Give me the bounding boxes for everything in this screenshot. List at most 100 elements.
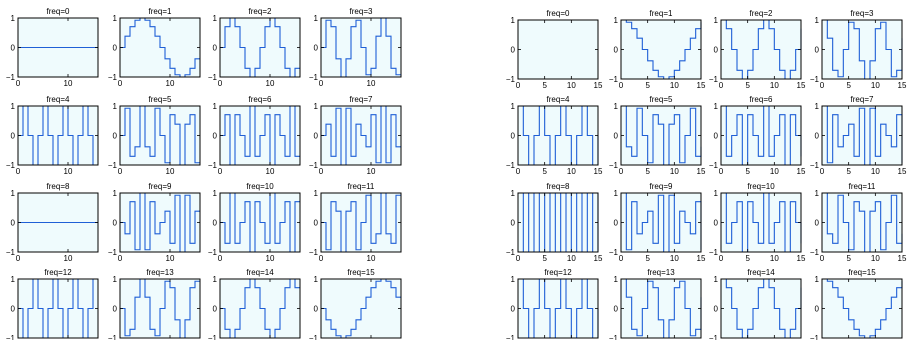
- y-tick-label: 0: [11, 305, 16, 314]
- y-tick-label: −1: [506, 248, 516, 257]
- x-tick-label: 0: [516, 254, 521, 263]
- x-tick-label: 10: [266, 167, 275, 176]
- y-tick-label: −1: [6, 334, 16, 340]
- x-tick-label: 5: [745, 81, 750, 90]
- y-tick-label: 0: [113, 219, 118, 228]
- y-tick-label: 0: [213, 219, 218, 228]
- y-tick-label: 0: [815, 305, 820, 314]
- y-tick-label: 0: [113, 305, 118, 314]
- x-tick-label: 10: [670, 254, 679, 263]
- x-tick-label: 0: [118, 79, 123, 88]
- y-tick-label: −1: [810, 248, 820, 257]
- x-tick-label: 10: [770, 254, 779, 263]
- y-tick-label: 1: [614, 275, 619, 284]
- panel-title: freq=8: [547, 182, 570, 191]
- x-tick-label: 10: [367, 254, 376, 263]
- y-tick-label: 0: [614, 46, 619, 55]
- x-tick-label: 0: [319, 167, 324, 176]
- series-line: [220, 192, 300, 253]
- y-tick-label: 1: [614, 189, 619, 198]
- y-tick-label: 0: [714, 305, 719, 314]
- panel-title: freq=8: [47, 182, 70, 191]
- x-tick-label: 10: [770, 81, 779, 90]
- panel-title: freq=12: [44, 268, 72, 277]
- y-tick-label: 1: [714, 16, 719, 25]
- x-tick-label: 0: [719, 167, 724, 176]
- y-tick-label: −1: [609, 161, 619, 170]
- panel-title: freq=5: [650, 95, 673, 104]
- y-tick-label: 0: [614, 219, 619, 228]
- panel-title: freq=4: [547, 95, 570, 104]
- panel-title: freq=15: [848, 268, 876, 277]
- x-tick-label: 0: [719, 254, 724, 263]
- panel-title: freq=10: [747, 182, 775, 191]
- y-tick-label: 0: [213, 44, 218, 53]
- series-line: [120, 192, 200, 253]
- y-tick-label: 1: [213, 189, 218, 198]
- y-tick-label: −1: [810, 75, 820, 84]
- y-tick-label: −1: [810, 334, 820, 340]
- series-line: [120, 105, 200, 166]
- y-tick-label: −1: [6, 161, 16, 170]
- y-tick-label: 1: [511, 275, 516, 284]
- series-line: [621, 105, 702, 166]
- x-tick-label: 0: [118, 254, 123, 263]
- x-tick-label: 5: [645, 254, 650, 263]
- x-tick-label: 0: [719, 81, 724, 90]
- panel-title: freq=0: [47, 7, 70, 16]
- panel-title: freq=13: [146, 268, 174, 277]
- x-tick-label: 10: [871, 254, 880, 263]
- y-tick-label: 1: [213, 102, 218, 111]
- y-tick-label: 0: [314, 132, 319, 141]
- x-tick-label: 15: [594, 81, 603, 90]
- y-tick-label: 1: [511, 102, 516, 111]
- x-tick-label: 5: [846, 81, 851, 90]
- x-tick-label: 0: [16, 79, 21, 88]
- y-tick-label: 0: [714, 132, 719, 141]
- y-tick-label: −1: [108, 248, 118, 257]
- x-tick-label: 0: [118, 167, 123, 176]
- x-tick-label: 10: [64, 79, 73, 88]
- x-tick-label: 15: [797, 81, 806, 90]
- x-tick-label: 10: [266, 79, 275, 88]
- y-tick-label: −1: [810, 161, 820, 170]
- y-tick-label: 1: [614, 16, 619, 25]
- x-tick-label: 15: [697, 167, 706, 176]
- panel-background: [518, 20, 598, 79]
- y-tick-label: 0: [511, 46, 516, 55]
- x-tick-label: 0: [319, 254, 324, 263]
- y-tick-label: 1: [113, 275, 118, 284]
- series-line: [621, 278, 702, 339]
- panel-title: freq=7: [350, 95, 373, 104]
- y-tick-label: 1: [511, 16, 516, 25]
- x-tick-label: 0: [820, 81, 825, 90]
- y-tick-label: 1: [314, 189, 319, 198]
- y-tick-label: 0: [11, 132, 16, 141]
- x-tick-label: 10: [567, 167, 576, 176]
- y-tick-label: 0: [614, 305, 619, 314]
- series-line: [321, 17, 401, 78]
- series-line: [220, 278, 300, 339]
- y-tick-label: 0: [714, 219, 719, 228]
- y-tick-label: −1: [108, 161, 118, 170]
- y-tick-label: −1: [208, 161, 218, 170]
- y-tick-label: −1: [506, 75, 516, 84]
- x-tick-label: 15: [898, 81, 907, 90]
- panel-title: freq=12: [544, 268, 572, 277]
- x-tick-label: 0: [16, 254, 21, 263]
- y-tick-label: −1: [309, 161, 319, 170]
